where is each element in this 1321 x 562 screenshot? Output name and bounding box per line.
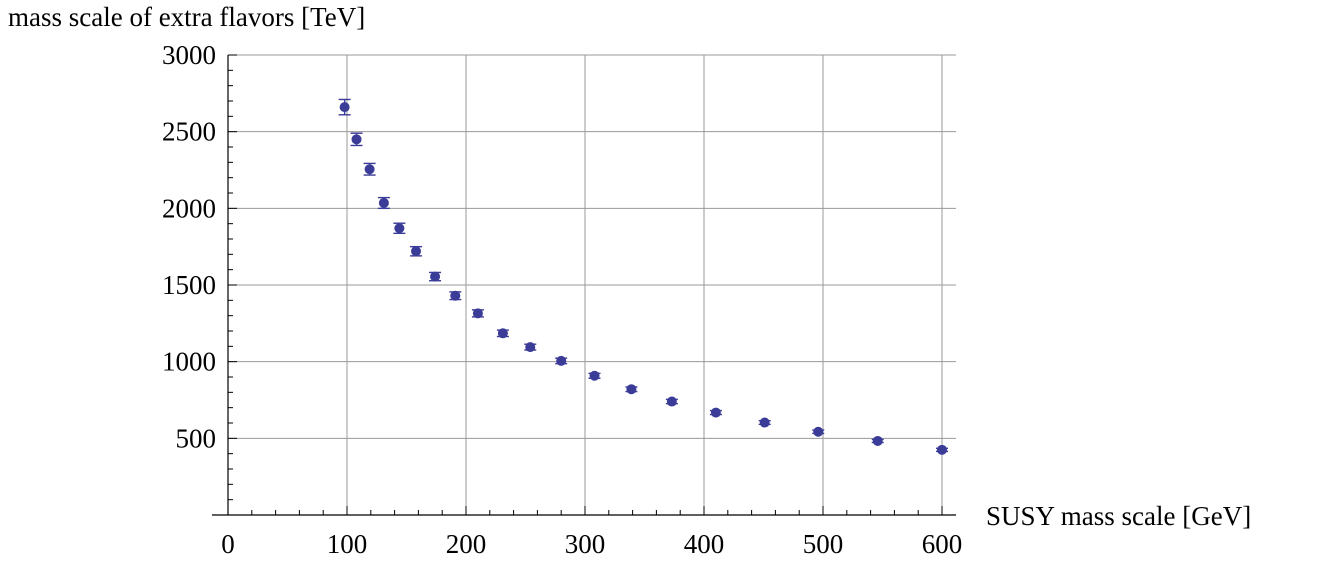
- data-point-1: [350, 132, 363, 147]
- x-tick-label-0: 0: [221, 529, 235, 559]
- point-marker: [450, 290, 461, 301]
- y-axis-title: mass scale of extra flavors [TeV]: [8, 2, 365, 32]
- grid-lines: [228, 54, 956, 515]
- data-point-2: [363, 162, 376, 176]
- data-point-15: [709, 407, 722, 418]
- data-point-9: [496, 328, 509, 339]
- tick-labels: 0 100 200 300 400 500 600 500 1000 1500 2000 2500 30…: [162, 40, 962, 559]
- point-marker: [472, 308, 483, 319]
- point-marker: [364, 164, 375, 175]
- data-point-4: [393, 222, 406, 235]
- data-point-5: [410, 245, 423, 257]
- data-point-14: [665, 396, 678, 407]
- x-tick-label-300: 300: [565, 529, 606, 559]
- y-tick-label-1000: 1000: [162, 347, 216, 377]
- point-marker: [339, 102, 350, 113]
- point-marker: [497, 328, 508, 339]
- data-point-17: [812, 426, 825, 437]
- ticks: [227, 54, 943, 516]
- y-tick-label-3000: 3000: [162, 40, 216, 70]
- data-point-10: [524, 342, 537, 353]
- x-tick-label-600: 600: [922, 529, 963, 559]
- point-marker: [525, 342, 536, 353]
- data-point-16: [758, 417, 771, 428]
- data-point-11: [555, 355, 568, 366]
- x-tick-label-200: 200: [446, 529, 487, 559]
- y-tick-label-500: 500: [176, 423, 217, 453]
- point-marker: [937, 444, 947, 455]
- y-tick-label-2000: 2000: [162, 193, 216, 223]
- data-point-19: [936, 444, 948, 455]
- data-point-6: [429, 271, 442, 282]
- point-marker: [378, 197, 389, 208]
- point-marker: [351, 134, 362, 145]
- point-marker: [430, 271, 441, 282]
- x-tick-label-100: 100: [327, 529, 368, 559]
- data-point-12: [588, 370, 601, 381]
- point-marker: [556, 355, 567, 366]
- data-point-7: [449, 290, 462, 301]
- y-tick-label-1500: 1500: [162, 270, 216, 300]
- data-point-13: [625, 384, 638, 395]
- point-marker: [710, 407, 721, 418]
- point-marker: [759, 417, 770, 428]
- data-point-0: [338, 98, 351, 116]
- x-tick-label-400: 400: [684, 529, 725, 559]
- point-marker: [394, 223, 405, 234]
- data-point-18: [871, 435, 884, 446]
- y-tick-label-2500: 2500: [162, 117, 216, 147]
- point-marker: [411, 246, 422, 257]
- point-marker: [589, 370, 600, 381]
- point-marker: [666, 396, 677, 407]
- x-tick-label-500: 500: [803, 529, 844, 559]
- point-marker: [813, 426, 824, 437]
- data-points: [338, 98, 948, 455]
- x-axis-title: SUSY mass scale [GeV]: [986, 501, 1251, 531]
- point-marker: [872, 435, 883, 446]
- point-marker: [626, 384, 637, 395]
- data-point-8: [471, 308, 484, 319]
- data-point-3: [377, 196, 390, 210]
